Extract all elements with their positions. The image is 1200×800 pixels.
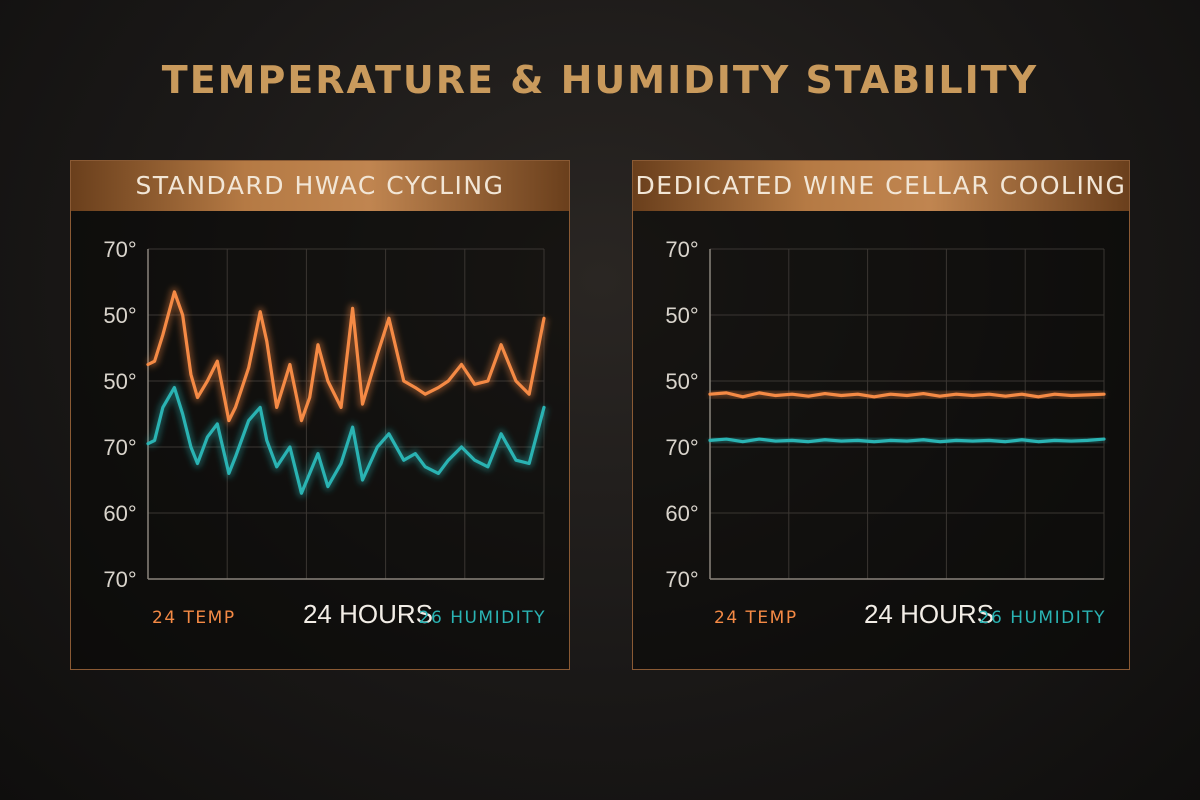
y-tick-label: 60° [665, 501, 698, 526]
y-tick-label: 70° [665, 435, 698, 460]
y-tick-label: 50° [103, 303, 136, 328]
y-tick-label: 50° [665, 303, 698, 328]
legend-humidity: 26 HUMIDITY [979, 608, 1106, 628]
y-tick-label: 70° [103, 567, 136, 592]
chart-title: STANDARD HWAC CYCLING [71, 161, 569, 211]
series-line-humidity [708, 437, 1106, 444]
y-tick-label: 50° [665, 369, 698, 394]
series-line-temp [146, 290, 546, 423]
x-axis-label: 24 HOURS [303, 599, 433, 629]
y-tick-label: 70° [665, 237, 698, 262]
page-title: TEMPERATURE & HUMIDITY STABILITY [161, 58, 1039, 102]
y-tick-label: 70° [103, 237, 136, 262]
x-axis-label: 24 HOURS [864, 599, 994, 629]
y-tick-label: 70° [103, 435, 136, 460]
series-line-temp [708, 391, 1106, 399]
chart-title: DEDICATED WINE CELLAR COOLING [633, 161, 1129, 211]
chart-panel-dedicated: DEDICATED WINE CELLAR COOLING 70° 50° 50° 7… [632, 160, 1130, 670]
series-line-humidity [146, 386, 546, 495]
chart-panel-standard: STANDARD HWAC CYCLING 70° 50° 50° 70° 60° 70°… [70, 160, 570, 670]
legend-temp: 24 TEMP [714, 608, 798, 628]
y-tick-label: 60° [103, 501, 136, 526]
y-tick-label: 50° [103, 369, 136, 394]
legend-temp: 24 TEMP [152, 608, 236, 628]
legend-humidity: 26 HUMIDITY [419, 608, 546, 628]
y-tick-label: 70° [665, 567, 698, 592]
